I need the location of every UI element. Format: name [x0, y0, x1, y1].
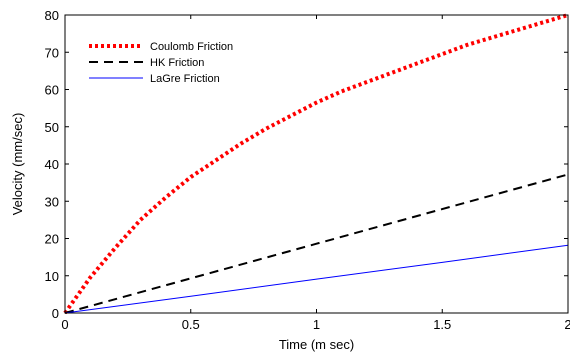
- y-tick-label: 10: [45, 269, 59, 284]
- x-tick-label: 2: [564, 317, 570, 332]
- legend-label-hk: HK Friction: [150, 57, 204, 69]
- y-tick-label: 20: [45, 232, 59, 247]
- legend-label-lagre: LaGre Friction: [150, 73, 220, 85]
- series-line-2: [64, 244, 569, 314]
- y-tick-label: 70: [45, 45, 59, 60]
- legend-label-coulomb: Coulomb Friction: [150, 41, 233, 53]
- series-line-1: [64, 173, 569, 314]
- x-tick-label: 0.5: [182, 317, 200, 332]
- x-tick-label: 1: [313, 317, 320, 332]
- y-tick-label: 30: [45, 194, 59, 209]
- y-tick-label: 40: [45, 157, 59, 172]
- y-tick-label: 50: [45, 120, 59, 135]
- plot-marks: [63, 13, 569, 315]
- legend: Coulomb Friction HK Friction LaGre Frict…: [82, 36, 282, 88]
- x-tick-label: 1.5: [433, 317, 451, 332]
- y-tick-label: 80: [45, 8, 59, 23]
- x-axis-label: Time (m sec): [279, 337, 354, 352]
- y-tick-label: 0: [52, 306, 59, 321]
- y-axis-label: Velocity (mm/sec): [10, 113, 25, 216]
- series-line-0: [63, 13, 569, 315]
- y-tick-label: 60: [45, 83, 59, 98]
- x-tick-label: 0: [61, 317, 68, 332]
